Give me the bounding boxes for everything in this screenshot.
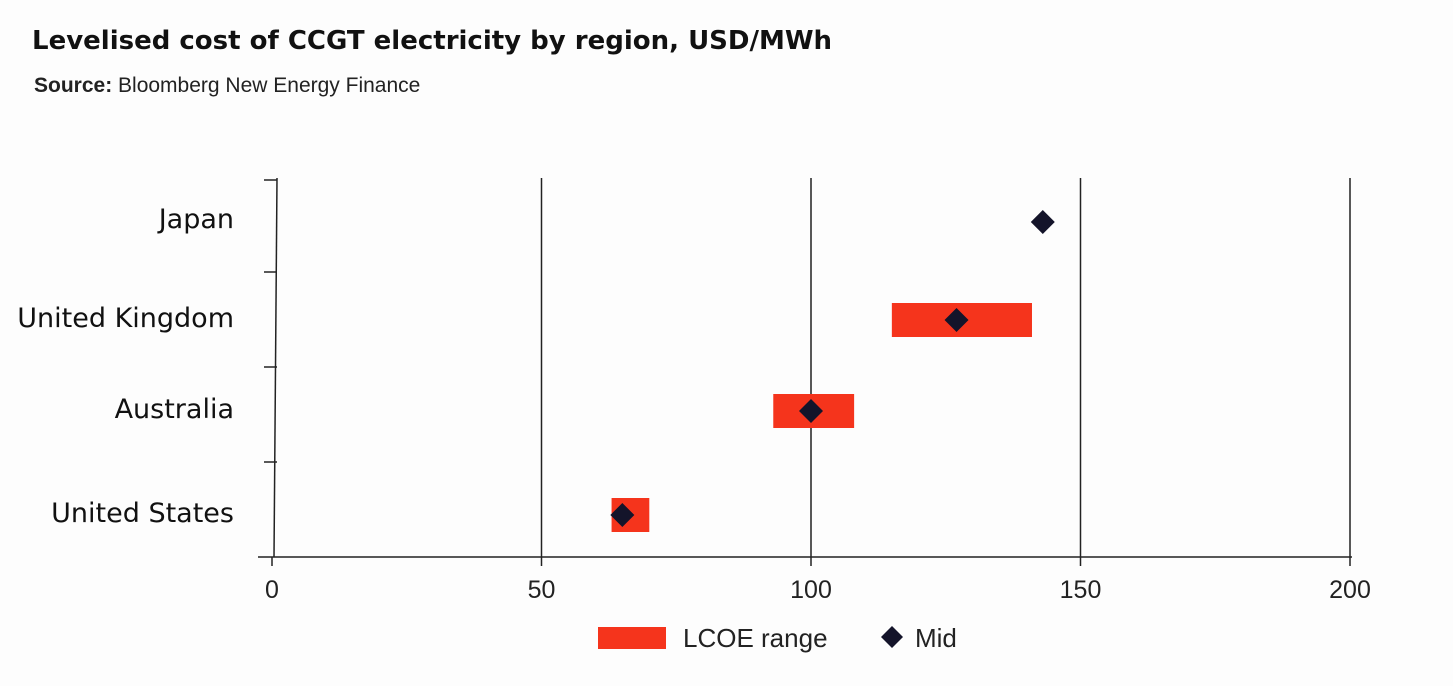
legend-label-range: LCOE range xyxy=(683,623,828,653)
x-tick-label-100: 100 xyxy=(790,576,832,604)
x-tick-label-0: 0 xyxy=(265,576,279,604)
mid-marker-2 xyxy=(799,399,823,423)
x-tick-label-150: 150 xyxy=(1060,576,1102,604)
legend-swatch-mid xyxy=(881,626,903,648)
mid-marker-1 xyxy=(944,308,969,332)
category-label-1: United Kingdom xyxy=(17,303,234,334)
chart-title: Levelised cost of CCGT electricity by re… xyxy=(32,26,833,56)
chart-source: Source: Bloomberg New Energy Finance xyxy=(34,74,420,98)
category-label-0: Japan xyxy=(157,204,234,235)
source-value: Bloomberg New Energy Finance xyxy=(118,74,421,97)
legend-label-mid: Mid xyxy=(915,623,957,653)
source-label: Source: xyxy=(34,74,113,97)
category-label-3: United States xyxy=(51,498,234,529)
mid-marker-3 xyxy=(610,503,635,527)
category-label-2: Australia xyxy=(115,394,234,425)
legend-swatch-range xyxy=(598,627,666,649)
mid-marker-0 xyxy=(1030,210,1055,234)
x-tick-label-50: 50 xyxy=(528,576,556,604)
x-tick-label-200: 200 xyxy=(1329,576,1371,604)
